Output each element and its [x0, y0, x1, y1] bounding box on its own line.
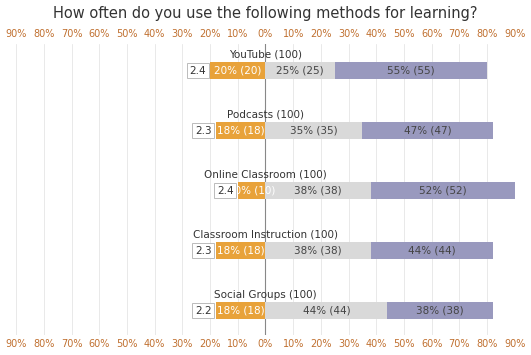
Text: YouTube (100): YouTube (100)	[229, 50, 302, 60]
Text: Podcasts (100): Podcasts (100)	[227, 110, 304, 120]
Text: 35% (35): 35% (35)	[290, 126, 338, 136]
Title: How often do you use the following methods for learning?: How often do you use the following metho…	[53, 6, 478, 21]
Text: 2.2: 2.2	[195, 306, 211, 316]
Bar	[371, 242, 493, 259]
Bar	[216, 302, 266, 319]
Bar	[335, 62, 487, 79]
Text: Classroom Instruction (100): Classroom Instruction (100)	[193, 230, 338, 240]
Bar	[371, 182, 515, 199]
Bar	[266, 242, 371, 259]
Text: Social Groups (100): Social Groups (100)	[214, 290, 317, 300]
Bar	[210, 62, 266, 79]
Bar	[266, 122, 363, 139]
Text: 55% (55): 55% (55)	[387, 66, 435, 76]
Text: 18% (18): 18% (18)	[217, 306, 264, 316]
Bar	[216, 242, 266, 259]
Bar	[216, 122, 266, 139]
Bar	[266, 302, 387, 319]
Text: 10% (10): 10% (10)	[228, 186, 276, 196]
Text: 18% (18): 18% (18)	[217, 126, 264, 136]
Bar	[266, 182, 371, 199]
Bar	[363, 122, 493, 139]
Text: Online Classroom (100): Online Classroom (100)	[204, 170, 327, 180]
Bar	[238, 182, 266, 199]
Text: 38% (38): 38% (38)	[294, 186, 342, 196]
Text: 2.4: 2.4	[217, 186, 234, 196]
Text: 2.3: 2.3	[195, 246, 211, 256]
Text: 25% (25): 25% (25)	[276, 66, 324, 76]
Bar	[266, 62, 335, 79]
Text: 47% (47): 47% (47)	[404, 126, 451, 136]
Text: 2.4: 2.4	[190, 66, 206, 76]
Bar	[387, 302, 493, 319]
Text: 18% (18): 18% (18)	[217, 246, 264, 256]
Text: 20% (20): 20% (20)	[214, 66, 261, 76]
Text: 38% (38): 38% (38)	[294, 246, 342, 256]
Text: 52% (52): 52% (52)	[419, 186, 467, 196]
Text: 38% (38): 38% (38)	[416, 306, 464, 316]
Text: 44% (44): 44% (44)	[408, 246, 456, 256]
Text: 2.3: 2.3	[195, 126, 211, 136]
Text: 44% (44): 44% (44)	[303, 306, 350, 316]
